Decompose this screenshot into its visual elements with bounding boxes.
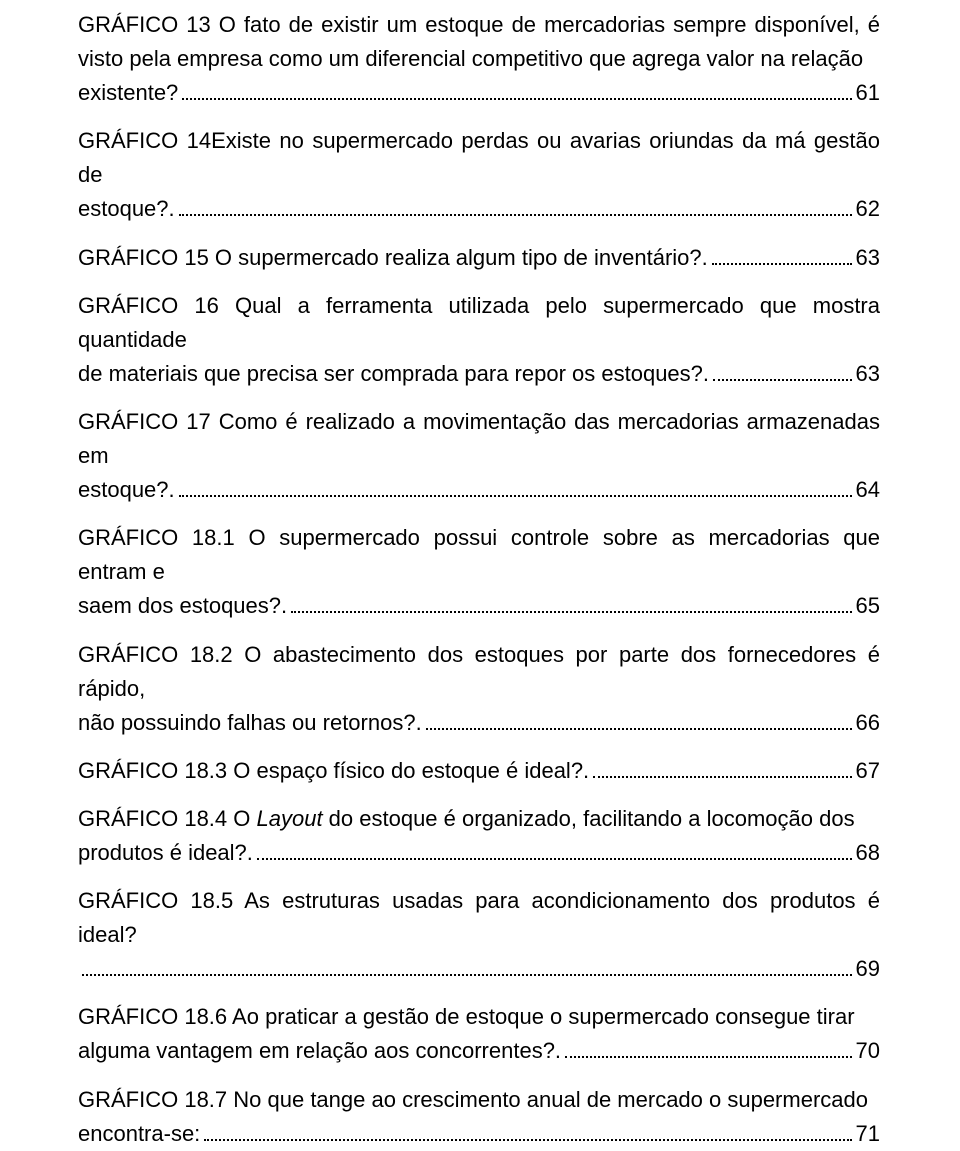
- toc-page: GRÁFICO 13 O fato de existir um estoque …: [0, 0, 960, 1151]
- toc-text-tail: de materiais que precisa ser comprada pa…: [78, 357, 709, 391]
- toc-page-number: 69: [856, 952, 880, 986]
- toc-entry: GRÁFICO 18.1 O supermercado possui contr…: [78, 521, 880, 623]
- toc-page-number: 70: [856, 1034, 880, 1068]
- leader-dots: [82, 954, 852, 976]
- leader-dots: [565, 1037, 851, 1059]
- toc-text-lead: GRÁFICO 18.6 Ao praticar a gestão de est…: [78, 1004, 855, 1029]
- toc-page-number: 66: [856, 706, 880, 740]
- leader-dots: [182, 78, 851, 100]
- leader-dots: [291, 592, 851, 614]
- toc-text-tail: estoque?.: [78, 192, 175, 226]
- toc-entry: GRÁFICO 13 O fato de existir um estoque …: [78, 8, 880, 110]
- toc-entry: GRÁFICO 18.2 O abastecimento dos estoque…: [78, 638, 880, 740]
- toc-text-tail: GRÁFICO 15 O supermercado realiza algum …: [78, 241, 708, 275]
- leader-dots: [713, 359, 852, 381]
- toc-entry: GRÁFICO 17 Como é realizado a movimentaç…: [78, 405, 880, 507]
- toc-page-number: 62: [856, 192, 880, 226]
- toc-entry: GRÁFICO 15 O supermercado realiza algum …: [78, 241, 880, 275]
- toc-text-lead: GRÁFICO 17 Como é realizado a movimentaç…: [78, 409, 880, 468]
- toc-text-tail: GRÁFICO 18.3 O espaço físico do estoque …: [78, 754, 589, 788]
- toc-text-lead: GRÁFICO 18.5 As estruturas usadas para a…: [78, 888, 880, 947]
- toc-text-lead: GRÁFICO 18.4 O Layout do estoque é organ…: [78, 806, 855, 831]
- toc-text-tail: estoque?.: [78, 473, 175, 507]
- leader-dots: [426, 708, 852, 730]
- toc-page-number: 63: [856, 241, 880, 275]
- toc-text-lead: GRÁFICO 18.2 O abastecimento dos estoque…: [78, 642, 880, 701]
- toc-text-lead: GRÁFICO 14Existe no supermercado perdas …: [78, 128, 880, 187]
- toc-entry: GRÁFICO 18.7 No que tange ao crescimento…: [78, 1083, 880, 1151]
- toc-page-number: 63: [856, 357, 880, 391]
- toc-page-number: 65: [856, 589, 880, 623]
- leader-dots: [179, 195, 852, 217]
- toc-entry: GRÁFICO 18.5 As estruturas usadas para a…: [78, 884, 880, 986]
- toc-text-lead: GRÁFICO 18.1 O supermercado possui contr…: [78, 525, 880, 584]
- toc-text-tail: existente?: [78, 76, 178, 110]
- leader-dots: [204, 1119, 851, 1141]
- toc-entry: GRÁFICO 18.6 Ao praticar a gestão de est…: [78, 1000, 880, 1068]
- toc-text-tail: não possuindo falhas ou retornos?.: [78, 706, 422, 740]
- toc-entry: GRÁFICO 14Existe no supermercado perdas …: [78, 124, 880, 226]
- toc-entry: GRÁFICO 18.3 O espaço físico do estoque …: [78, 754, 880, 788]
- toc-text-lead: GRÁFICO 13 O fato de existir um estoque …: [78, 12, 880, 71]
- leader-dots: [712, 243, 852, 265]
- toc-page-number: 71: [856, 1117, 880, 1151]
- toc-text-tail: saem dos estoques?.: [78, 589, 287, 623]
- toc-text-tail: encontra-se:: [78, 1117, 200, 1151]
- toc-page-number: 68: [856, 836, 880, 870]
- leader-dots: [593, 756, 851, 778]
- toc-page-number: 64: [856, 473, 880, 507]
- toc-page-number: 61: [856, 76, 880, 110]
- leader-dots: [179, 475, 852, 497]
- toc-page-number: 67: [856, 754, 880, 788]
- toc-entry: GRÁFICO 18.4 O Layout do estoque é organ…: [78, 802, 880, 870]
- toc-text-tail: alguma vantagem em relação aos concorren…: [78, 1034, 561, 1068]
- toc-text-lead: GRÁFICO 18.7 No que tange ao crescimento…: [78, 1087, 868, 1112]
- toc-text-tail: produtos é ideal?.: [78, 836, 253, 870]
- toc-text-lead: GRÁFICO 16 Qual a ferramenta utilizada p…: [78, 293, 880, 352]
- toc-entry: GRÁFICO 16 Qual a ferramenta utilizada p…: [78, 289, 880, 391]
- leader-dots: [257, 838, 852, 860]
